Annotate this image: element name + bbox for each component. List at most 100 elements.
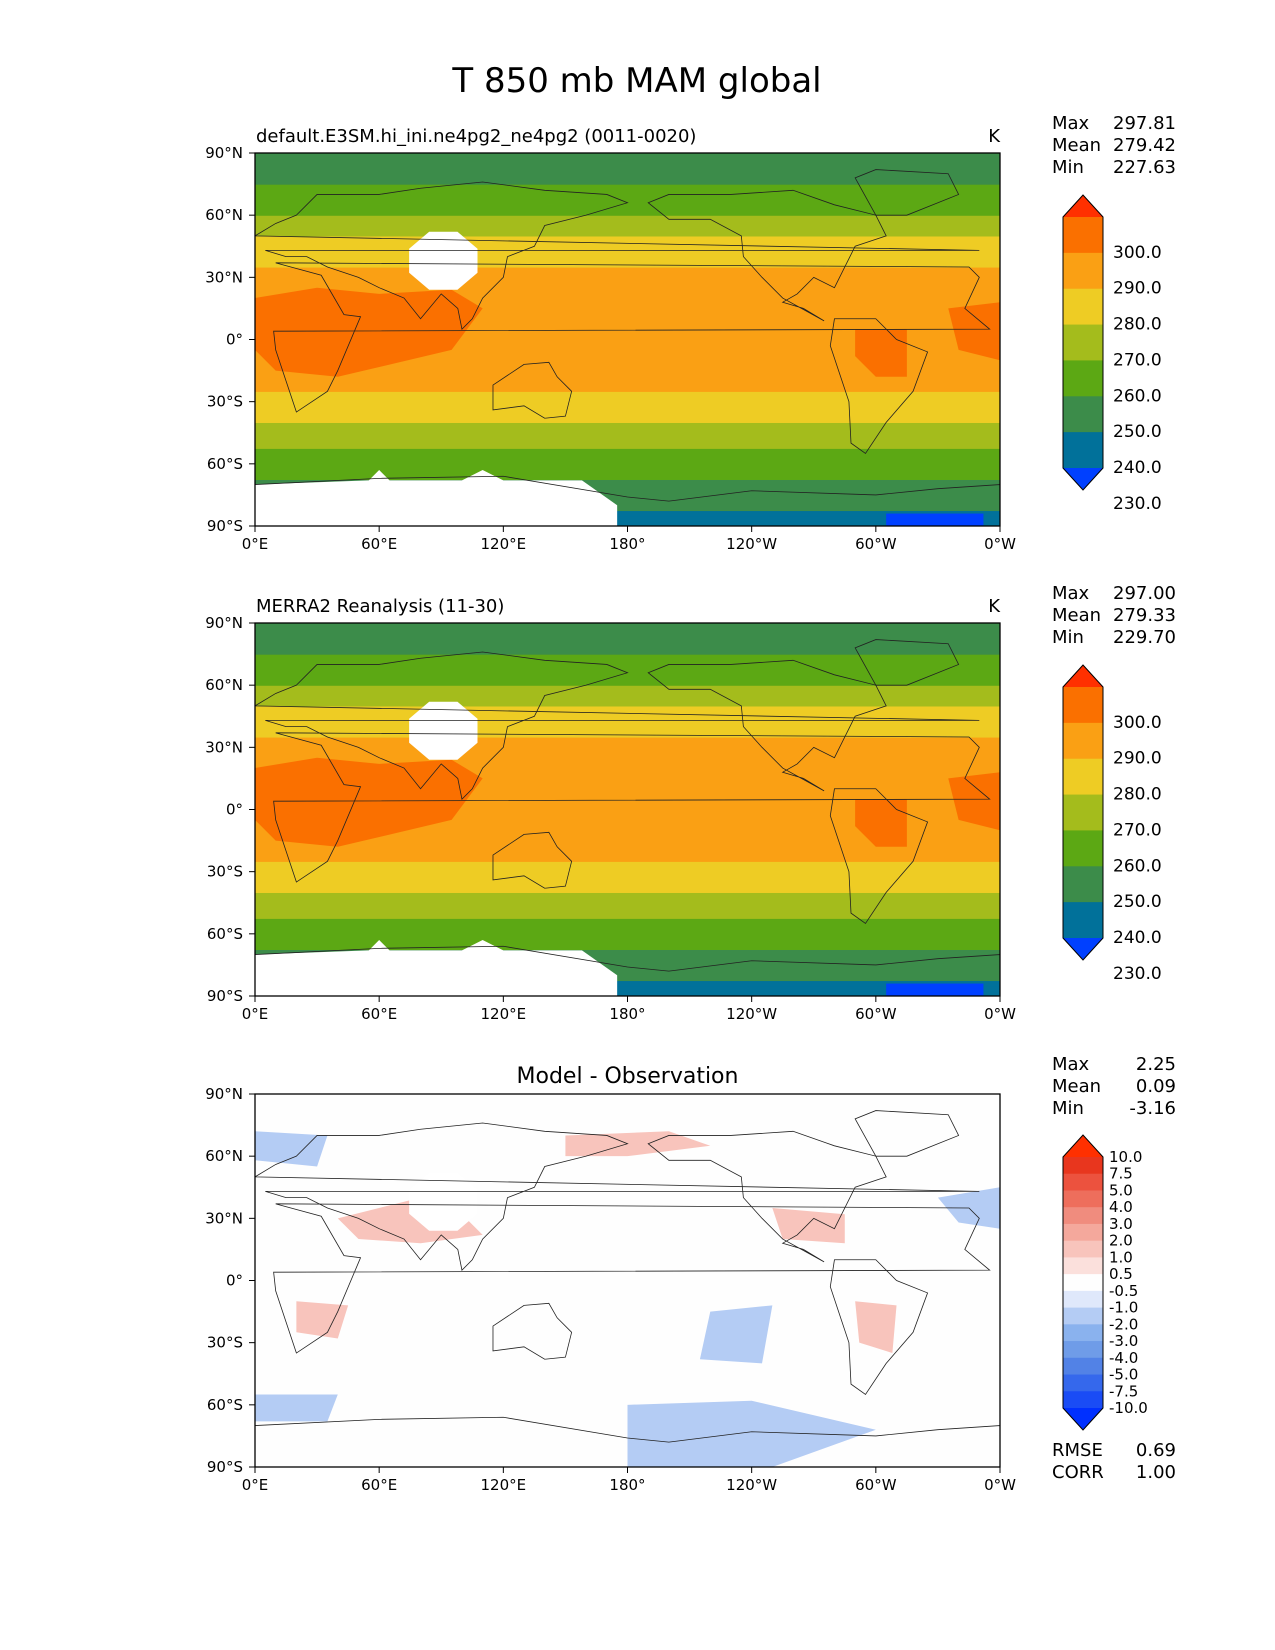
colorbar-label: 280.0 <box>1113 785 1162 805</box>
colorbar-swatch <box>1063 324 1103 361</box>
lat-tick-label: 90°S <box>207 1458 243 1476</box>
temp-band <box>255 788 1000 795</box>
colorbar-swatch <box>1063 758 1103 796</box>
temp-band <box>255 241 1000 247</box>
colorbar-label: 1.0 <box>1109 1248 1133 1266</box>
panel-title: default.E3SM.hi_ini.ne4pg2_ne4pg2 (0011-… <box>256 126 696 147</box>
stat-label: Mean <box>1052 135 1101 156</box>
temp-band <box>255 866 1000 873</box>
temp-band <box>255 469 1000 475</box>
coastline <box>255 1416 1000 1467</box>
temp-band <box>255 173 1000 180</box>
temp-band <box>255 664 1000 671</box>
temp-band <box>255 225 1000 232</box>
colorbar-label: 270.0 <box>1113 820 1162 840</box>
temp-band <box>255 990 1000 996</box>
colorbar: 300.0 290.0 280.0 270.0 260.0 250.0 240.0 230.0 <box>1062 664 1162 984</box>
temp-band <box>255 840 1000 847</box>
temp-band <box>255 892 1000 899</box>
coastline <box>255 181 980 330</box>
colorbar-swatch <box>1063 432 1103 469</box>
temp-band <box>255 453 1000 460</box>
temp-band <box>255 773 1000 780</box>
lon-tick-label: 0°E <box>242 1476 269 1494</box>
negative-region <box>627 1400 876 1467</box>
temp-band <box>255 964 1000 971</box>
stat-label: Max <box>1052 1054 1090 1075</box>
temp-band <box>255 334 1000 341</box>
coastline <box>255 1122 980 1271</box>
temp-band <box>255 380 1000 387</box>
colorbar-label: -1.0 <box>1109 1299 1138 1317</box>
temp-band <box>255 489 1000 496</box>
temp-band <box>255 913 1000 919</box>
stat-label: CORR <box>1052 1462 1104 1483</box>
temp-band <box>255 344 1000 351</box>
temp-band <box>255 479 1000 486</box>
coastline <box>492 1302 573 1360</box>
temp-band <box>255 757 1000 764</box>
colorbar-swatch <box>1063 1173 1103 1191</box>
coastline <box>647 189 887 322</box>
colorbar-swatch <box>1063 1341 1103 1359</box>
stat-value: 279.33 <box>1113 605 1176 626</box>
colorbar-outline <box>1062 1134 1104 1431</box>
temp-band <box>255 189 1000 196</box>
stat-label: Min <box>1052 1098 1084 1119</box>
coastline <box>492 361 573 419</box>
colorbar-swatch <box>1063 252 1103 290</box>
lat-tick-label: 60°S <box>207 455 243 473</box>
temp-band <box>255 184 1000 190</box>
temp-band <box>255 726 1000 733</box>
temp-band <box>255 747 1000 754</box>
temp-band <box>255 163 1000 170</box>
colorbar-swatch <box>1063 1274 1103 1292</box>
coastline <box>647 1130 887 1263</box>
temp-band <box>255 370 1000 377</box>
temp-band <box>255 432 1000 439</box>
map-panel: 0°E 60°E 120°E 180° 120°W 60°W 0°W 90°N 60°N 30°N… <box>205 583 1176 1023</box>
temp-band <box>255 825 1000 831</box>
lon-tick-label: 60°W <box>855 1476 897 1494</box>
stat-value: 1.00 <box>1136 1462 1176 1483</box>
negative-region <box>255 1131 328 1167</box>
coastline <box>829 1259 929 1396</box>
temp-band <box>255 158 1000 164</box>
temp-band <box>255 856 1000 862</box>
lon-tick-label: 60°E <box>361 1476 397 1494</box>
temp-band <box>255 654 1000 660</box>
lat-tick-label: 90°N <box>205 1085 243 1103</box>
colorbar-label: 230.0 <box>1113 964 1162 984</box>
temp-band <box>255 318 1000 325</box>
lon-tick-label: 0°E <box>242 1005 269 1023</box>
lon-tick-label: 0°E <box>242 535 269 553</box>
lon-tick-label: 120°E <box>481 535 527 553</box>
coastline <box>255 945 1000 996</box>
colorbar-extend-min <box>1063 468 1103 490</box>
temp-band <box>255 685 1000 691</box>
colorbar-label: -0.5 <box>1109 1282 1138 1300</box>
temp-band <box>255 323 1000 330</box>
temp-band <box>255 939 1000 945</box>
lon-tick-label: 0°W <box>984 535 1016 553</box>
lat-tick-label: 60°N <box>205 1147 243 1165</box>
temp-band <box>255 742 1000 748</box>
colorbar-label: -2.0 <box>1109 1315 1138 1333</box>
colorbar-extend-max <box>1063 195 1103 217</box>
map-field <box>255 1094 1000 1467</box>
coastline <box>854 639 960 686</box>
lon-tick-label: 60°W <box>855 535 897 553</box>
stat-value: -3.16 <box>1129 1098 1176 1119</box>
colorbar-label: 280.0 <box>1113 315 1162 335</box>
lat-tick-label: 60°S <box>207 925 243 943</box>
colorbar-swatch <box>1063 866 1103 903</box>
coastline <box>829 788 929 925</box>
temp-band <box>255 463 1000 470</box>
temp-band <box>255 659 1000 666</box>
colorbar-swatch <box>1063 360 1103 397</box>
colorbar-swatch <box>1063 396 1103 433</box>
temp-band <box>255 633 1000 640</box>
temp-band <box>255 793 1000 800</box>
lon-tick-label: 60°W <box>855 1005 897 1023</box>
coastline <box>255 651 980 800</box>
